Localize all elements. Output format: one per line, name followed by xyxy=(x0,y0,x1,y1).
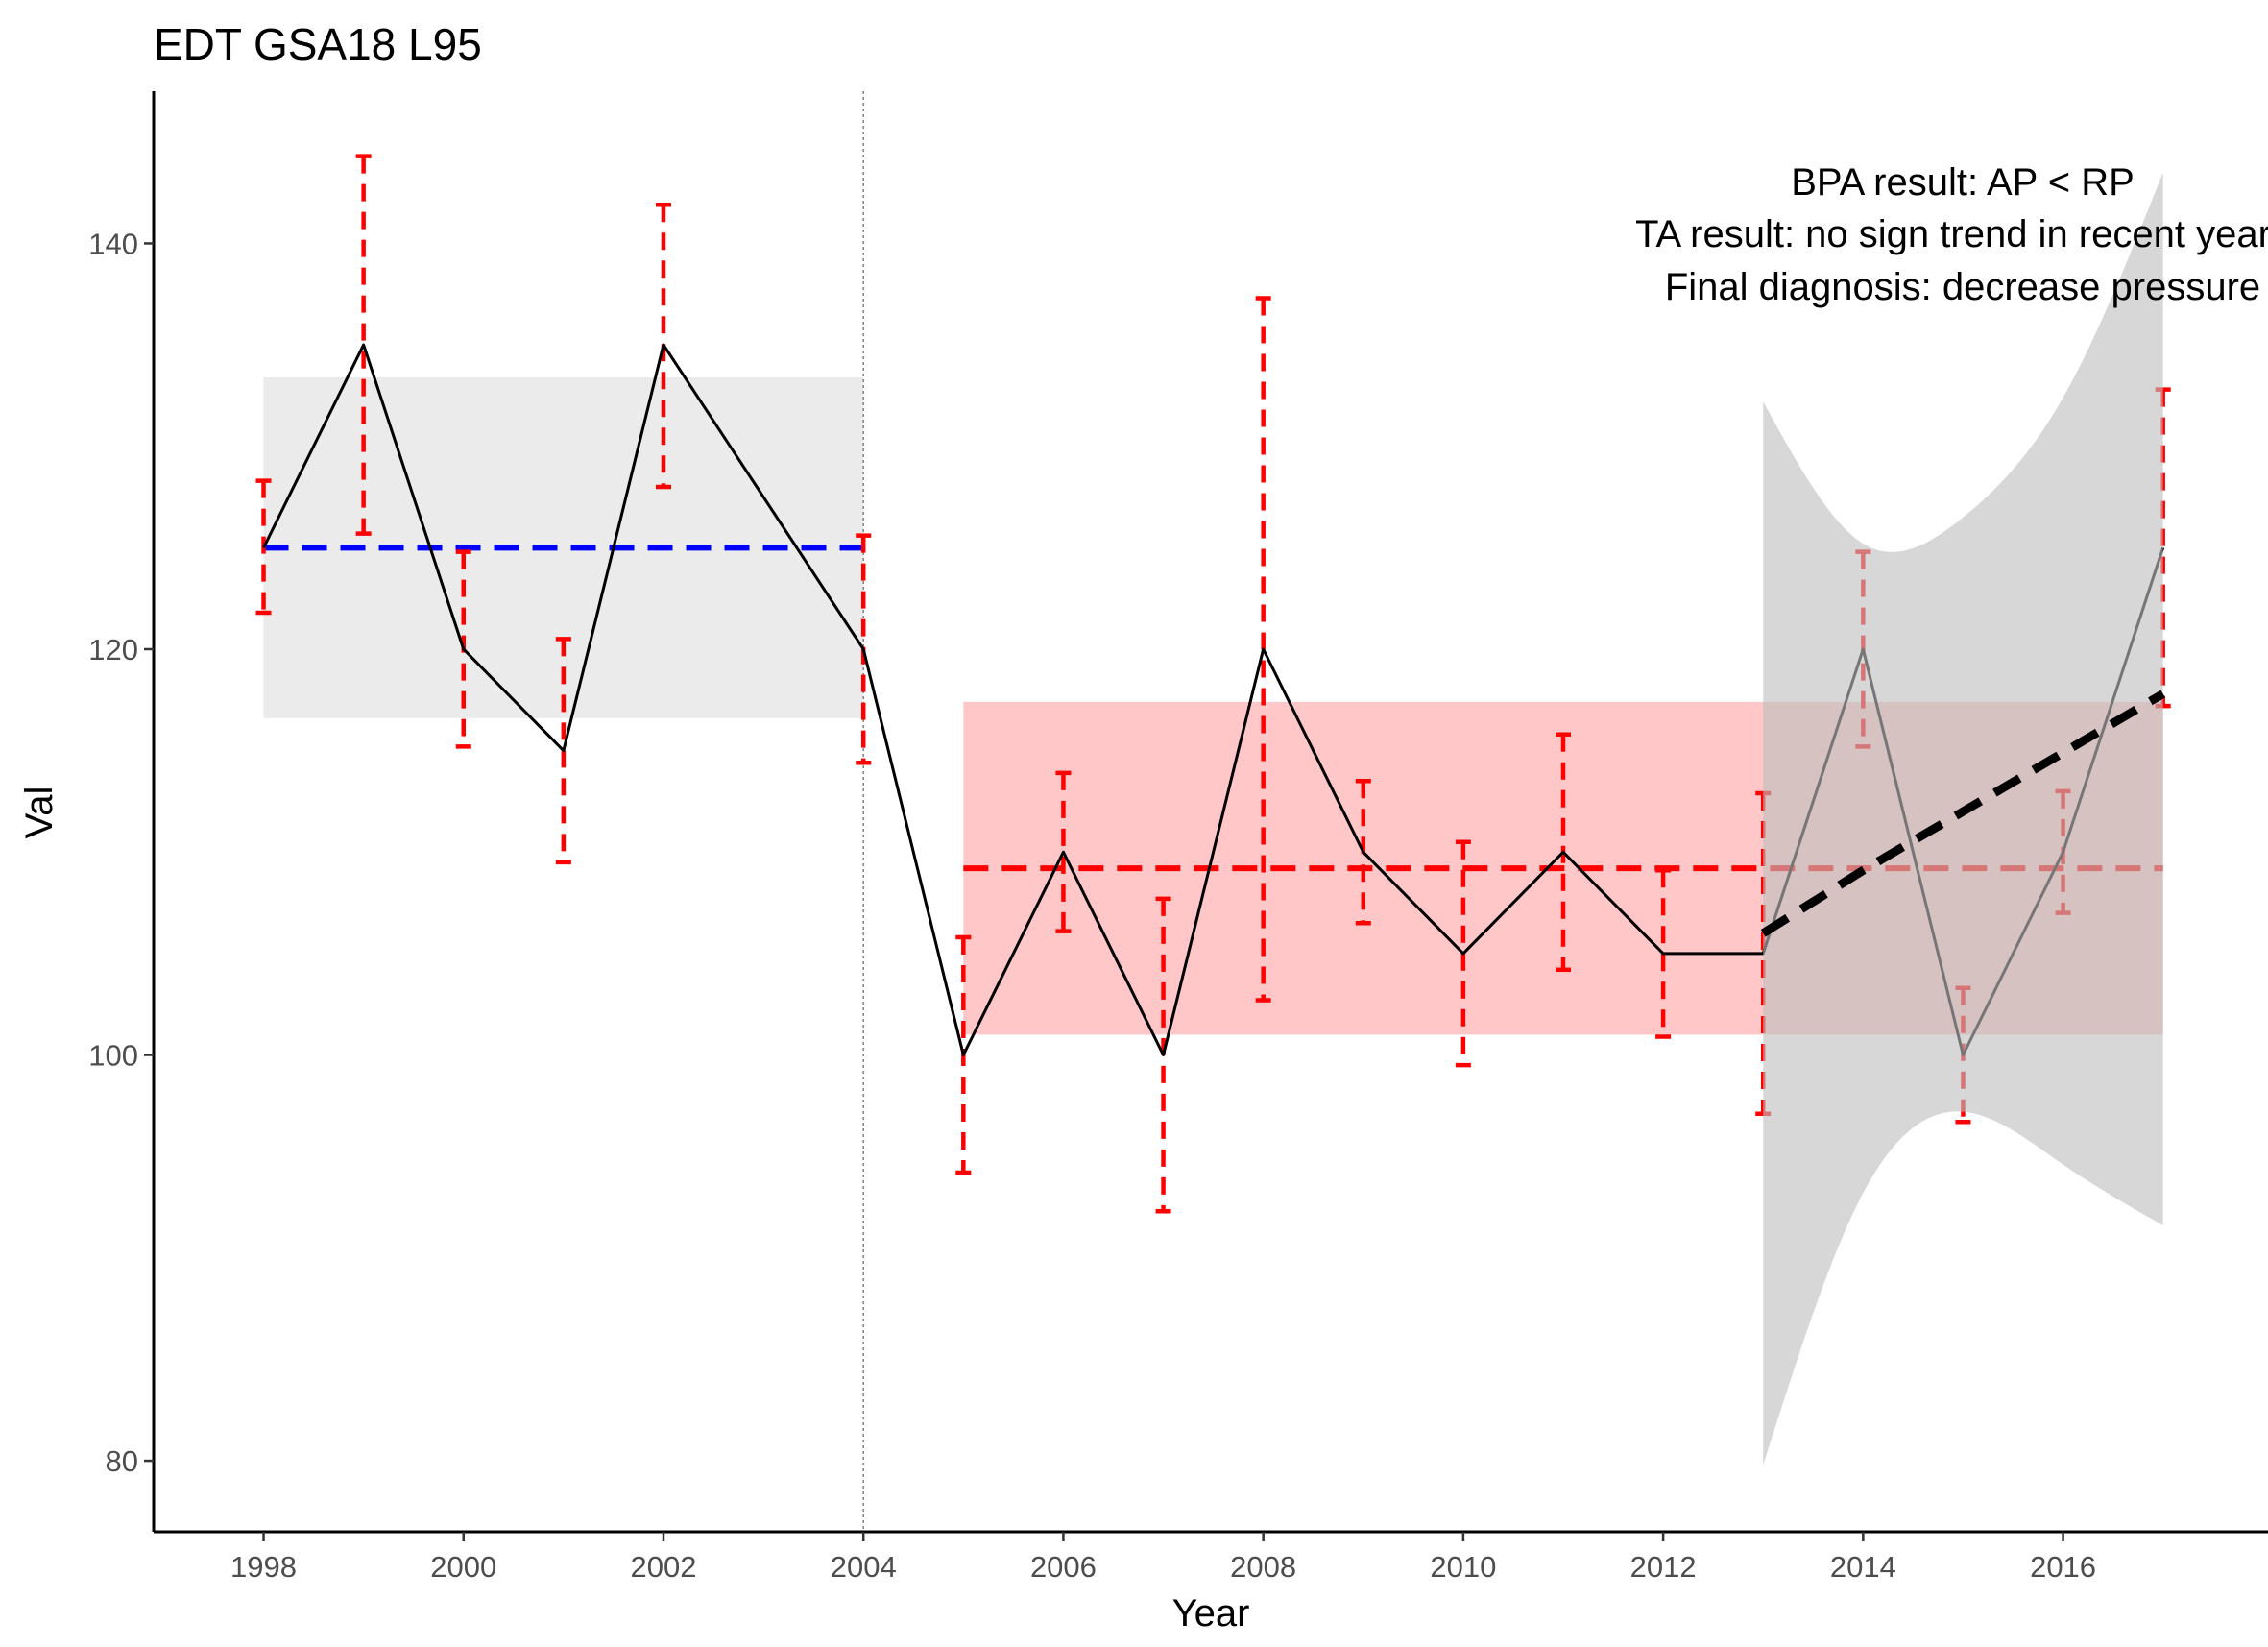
x-tick-label: 2010 xyxy=(1430,1550,1496,1584)
trend-confidence-band xyxy=(1763,172,2163,1465)
chart-title: EDT GSA18 L95 xyxy=(154,19,482,69)
error-bar xyxy=(1655,868,1672,1039)
trend-line xyxy=(1760,690,2165,937)
y-axis-title: Val xyxy=(18,787,60,839)
axes: 1998 2000 2002 2004 2006 2008 2010 2012 2014 2016… xyxy=(88,91,2268,1584)
plot-area xyxy=(255,91,2171,1532)
x-tick-label: 2008 xyxy=(1230,1550,1296,1584)
x-tick-label: 2014 xyxy=(1830,1550,1896,1584)
x-tick-label: 2002 xyxy=(630,1550,696,1584)
x-tick-label: 2016 xyxy=(2030,1550,2096,1584)
error-bar xyxy=(355,154,372,536)
y-tick-label: 140 xyxy=(88,227,138,260)
x-axis-title: Year xyxy=(1172,1592,1250,1635)
x-tick-label: 1998 xyxy=(230,1550,297,1584)
trend-group xyxy=(1760,690,2165,937)
annotation-bpa: BPA result: AP < RP xyxy=(1791,161,2135,204)
y-tick-label: 100 xyxy=(88,1039,138,1073)
annotation-diagnosis: Final diagnosis: decrease pressure xyxy=(1665,266,2260,308)
y-tick-label: 80 xyxy=(106,1444,138,1478)
x-tick-label: 2000 xyxy=(430,1550,496,1584)
annotation-ta: TA result: no sign trend in recent years xyxy=(1635,213,2268,255)
x-tick-label: 2012 xyxy=(1630,1550,1697,1584)
diagnosis-annotations: BPA result: AP < RP TA result: no sign t… xyxy=(1635,161,2268,308)
y-tick-label: 120 xyxy=(88,633,138,666)
x-tick-label: 2006 xyxy=(1030,1550,1097,1584)
error-bar xyxy=(1055,770,1072,933)
x-tick-label: 2004 xyxy=(831,1550,897,1584)
trend-band-group xyxy=(1763,172,2163,1465)
